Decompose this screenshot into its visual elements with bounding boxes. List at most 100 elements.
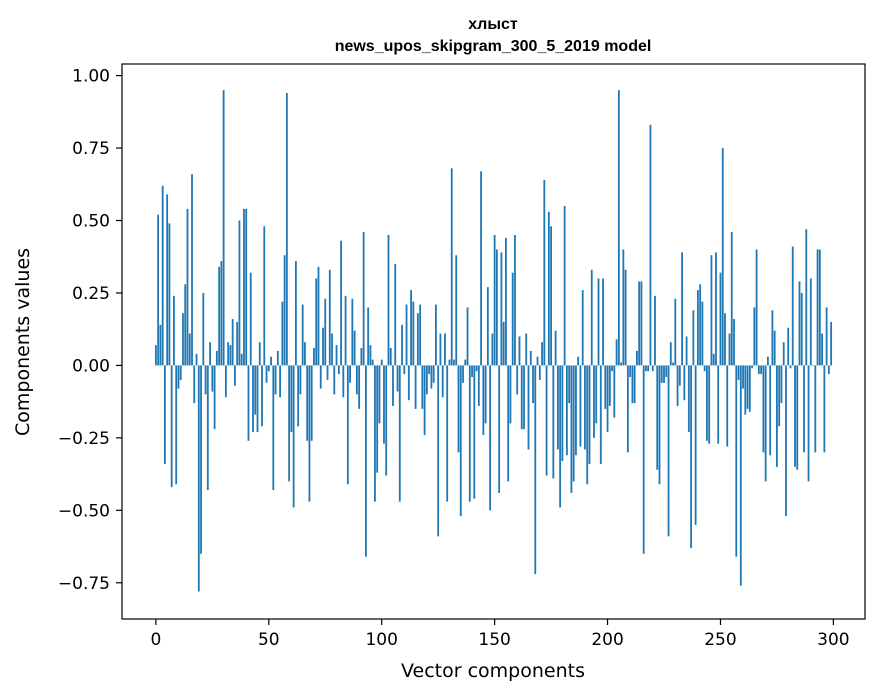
bar: [220, 261, 223, 366]
bar: [224, 365, 227, 398]
bar: [425, 365, 428, 395]
bar: [410, 290, 412, 366]
y-tick-label: −0.50: [58, 501, 110, 521]
bar: [753, 307, 756, 366]
bar: [606, 365, 609, 433]
bar: [466, 307, 469, 366]
bar: [669, 342, 672, 366]
bar: [168, 223, 171, 366]
bar: [215, 350, 218, 366]
bar: [263, 226, 266, 366]
bar: [437, 365, 440, 537]
bar: [608, 365, 611, 406]
bar: [710, 255, 713, 366]
bar: [448, 359, 451, 366]
bar: [351, 298, 354, 366]
bar: [444, 333, 446, 366]
bar: [491, 333, 494, 366]
bar: [159, 324, 162, 366]
bar: [161, 185, 164, 366]
bar: [550, 226, 552, 366]
bar: [252, 365, 254, 433]
bar: [586, 365, 589, 485]
bar: [193, 365, 196, 404]
bar: [353, 330, 356, 366]
bar: [590, 269, 593, 366]
bar: [724, 313, 726, 366]
bar: [200, 365, 202, 554]
bar: [692, 310, 695, 366]
bar: [376, 365, 379, 473]
bar: [624, 269, 627, 366]
bar: [371, 359, 374, 366]
bar: [502, 321, 505, 366]
bar: [328, 269, 331, 366]
bar: [737, 365, 740, 380]
bar: [184, 284, 187, 366]
bar: [344, 295, 347, 366]
bar: [209, 342, 211, 366]
bar: [346, 365, 349, 485]
bar: [261, 365, 263, 427]
bar: [712, 353, 715, 366]
bar: [597, 278, 600, 366]
bar: [292, 365, 295, 508]
bar: [204, 365, 207, 395]
bar: [730, 232, 733, 366]
bar: [270, 356, 272, 366]
bar: [611, 365, 613, 372]
bar: [633, 365, 636, 404]
bar: [396, 365, 399, 392]
bar: [435, 304, 437, 366]
bar: [821, 333, 823, 366]
bar: [584, 365, 586, 450]
bar: [486, 287, 489, 366]
bar: [516, 365, 519, 395]
bar: [240, 353, 243, 366]
bar: [776, 365, 778, 467]
bar: [554, 330, 557, 366]
bar: [547, 211, 550, 366]
bar: [484, 365, 487, 424]
bar: [807, 365, 810, 482]
bar: [827, 365, 830, 375]
bar: [475, 365, 478, 372]
bar: [699, 284, 702, 366]
bar: [518, 336, 521, 366]
bar: [529, 350, 532, 366]
bar: [405, 304, 408, 366]
bar: [615, 339, 618, 366]
bar: [157, 214, 160, 366]
bar: [561, 365, 564, 462]
bar: [211, 365, 214, 392]
bar: [800, 292, 803, 366]
bar: [195, 353, 198, 366]
bar: [514, 234, 516, 366]
bar: [482, 365, 485, 435]
bar: [392, 365, 394, 406]
bar: [340, 240, 342, 366]
bar: [335, 345, 338, 366]
bar: [227, 342, 230, 366]
bar: [649, 124, 652, 366]
bar: [365, 365, 367, 557]
bar: [733, 319, 735, 366]
bar: [206, 365, 209, 491]
bar: [428, 365, 431, 375]
bar: [532, 365, 534, 404]
bar: [814, 365, 817, 453]
bar: [477, 365, 480, 406]
bar: [245, 208, 248, 366]
bar: [202, 292, 205, 366]
bar: [726, 365, 729, 447]
bar: [751, 365, 753, 369]
bar: [265, 365, 268, 383]
bar: [464, 359, 467, 366]
bar: [333, 365, 336, 395]
bar: [218, 266, 221, 366]
bar: [678, 365, 681, 386]
bar: [355, 365, 358, 395]
bar: [771, 310, 774, 366]
bar: [326, 365, 329, 380]
